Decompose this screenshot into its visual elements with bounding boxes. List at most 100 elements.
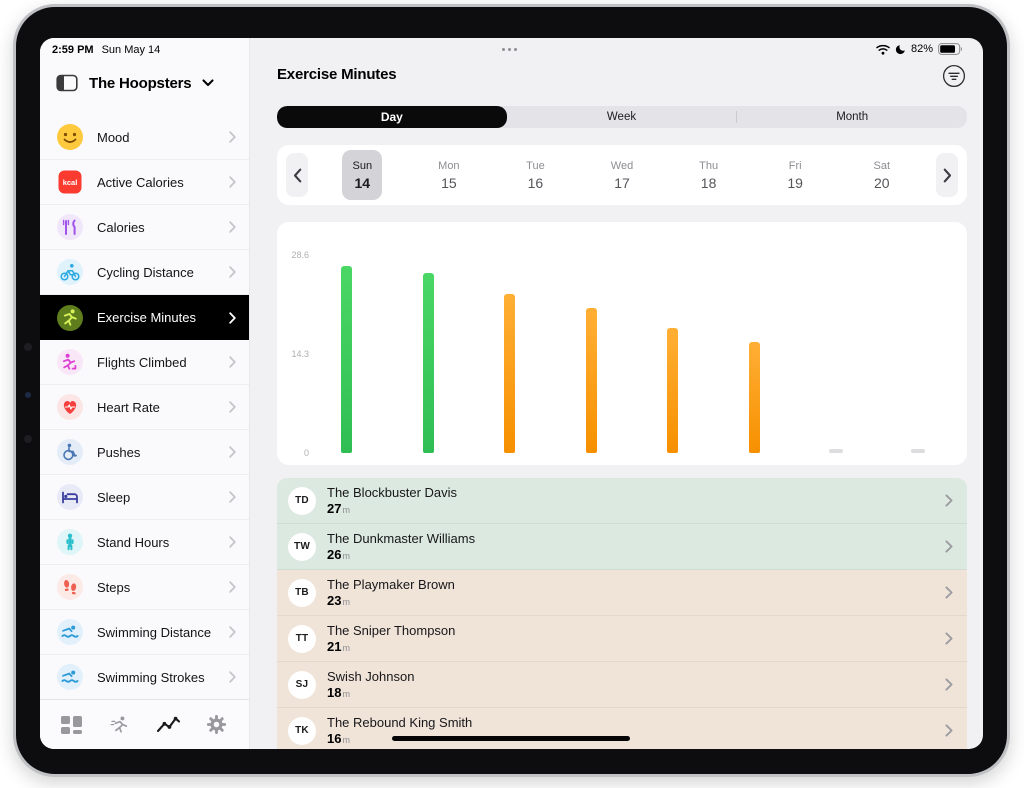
sidebar-item-sleep[interactable]: Sleep: [40, 475, 249, 520]
tab-month[interactable]: Month: [836, 111, 869, 123]
sidebar-item-label: Steps: [97, 579, 131, 595]
exercise-minutes-icon: [55, 303, 85, 333]
sidebar-item-exercise-minutes[interactable]: Exercise Minutes: [40, 295, 249, 340]
flights-climbed-icon: [55, 347, 85, 377]
heart-rate-icon: [55, 392, 85, 422]
bar-the-playmaker-brown[interactable]: [504, 294, 516, 453]
sidebar-item-steps[interactable]: Steps: [40, 565, 249, 610]
trends-chart-icon: [156, 714, 181, 735]
no-data-placeholder: [829, 449, 844, 453]
swimming-strokes-icon: [55, 662, 85, 692]
filter-button[interactable]: [941, 63, 967, 89]
statusbar-datetime: 2:59 PM Sun May 14: [52, 44, 160, 56]
previous-week-button[interactable]: [286, 153, 308, 197]
day-sun-14[interactable]: Sun 14: [319, 145, 406, 205]
bar-swish-johnson[interactable]: [667, 328, 679, 453]
chevron-left-icon: [293, 168, 301, 182]
sidebar-item-mood[interactable]: Mood: [40, 115, 249, 160]
filter-lines-icon: [942, 64, 966, 88]
battery-icon: [938, 43, 963, 55]
chevron-right-icon: [229, 581, 236, 593]
chevron-right-icon: [945, 540, 953, 553]
day-number: 15: [441, 174, 457, 191]
day-sat-20[interactable]: Sat 20: [838, 145, 925, 205]
do-not-disturb-moon-icon: [895, 44, 906, 55]
day-chip: Sat 20: [862, 150, 902, 200]
sidebar-item-label: Pushes: [97, 444, 141, 460]
next-week-button[interactable]: [936, 153, 958, 197]
sidebar-item-label: Sleep: [97, 489, 131, 505]
team-name[interactable]: The Hoopsters: [89, 74, 192, 92]
avatar: TB: [288, 578, 316, 607]
day-tue-16[interactable]: Tue 16: [492, 145, 579, 205]
member-value-unit: m: [342, 735, 350, 745]
day-number: 18: [700, 174, 717, 191]
day-thu-18[interactable]: Thu 18: [665, 145, 752, 205]
sidebar-item-stand-hours[interactable]: Stand Hours: [40, 520, 249, 565]
chevron-right-icon: [943, 168, 951, 182]
calories-icon: [55, 212, 85, 242]
team-member-ranking-list: TD The Blockbuster Davis 27m TW The Dunkmast…: [277, 478, 967, 749]
chevron-right-icon: [229, 626, 236, 638]
day-chip: Thu 18: [689, 150, 729, 200]
sidebar-item-flights-climbed[interactable]: Flights Climbed: [40, 340, 249, 385]
sidebar: The Hoopsters Mood kcal Active Calories Cal…: [40, 38, 250, 749]
sidebar-toggle-icon[interactable]: [56, 74, 78, 92]
statusbar-time: 2:59 PM: [52, 44, 94, 56]
sidebar-item-calories[interactable]: Calories: [40, 205, 249, 250]
member-info: The Rebound King Smith 16m: [327, 715, 945, 746]
chevron-down-icon[interactable]: [202, 79, 214, 87]
sidebar-item-label: Active Calories: [97, 174, 184, 190]
bar-the-sniper-thompson[interactable]: [585, 308, 597, 453]
sleep-icon: [55, 482, 85, 512]
day-fri-19[interactable]: Fri 19: [752, 145, 839, 205]
tab-trends-chart[interactable]: [151, 707, 187, 743]
settings-gear-icon: [206, 714, 227, 735]
date-strip: Sun 14 Mon 15 Tue 16 Wed 17 Thu 18 Fri 19 Sat 20: [277, 145, 967, 205]
chevron-right-icon: [229, 536, 236, 548]
member-row-the-sniper-thompson[interactable]: TT The Sniper Thompson 21m: [277, 616, 967, 662]
bar-the-blockbuster-davis[interactable]: [341, 266, 352, 453]
member-value: 27m: [327, 501, 350, 516]
sidebar-item-swimming-strokes[interactable]: Swimming Strokes: [40, 655, 249, 699]
bar-the-dunkmaster-williams[interactable]: [422, 273, 434, 453]
swimming-distance-icon: [55, 617, 85, 647]
member-row-the-dunkmaster-williams[interactable]: TW The Dunkmaster Williams 26m: [277, 524, 967, 570]
member-info: The Sniper Thompson 21m: [327, 623, 945, 654]
battery-percent: 82%: [910, 43, 933, 55]
weekday-label: Wed: [610, 159, 634, 172]
ipad-bezel: 2:59 PM Sun May 14 The Hoopsters Mood kcal…: [13, 4, 1010, 777]
chevron-right-icon: [229, 671, 236, 683]
member-row-swish-johnson[interactable]: SJ Swish Johnson 18m: [277, 662, 967, 708]
sidebar-item-active-calories[interactable]: kcal Active Calories: [40, 160, 249, 205]
tab-day[interactable]: Day: [277, 106, 507, 128]
sidebar-item-cycling-distance[interactable]: Cycling Distance: [40, 250, 249, 295]
y-axis-tick-label: 0: [303, 448, 309, 458]
chevron-right-icon: [945, 724, 953, 737]
member-row-the-playmaker-brown[interactable]: TB The Playmaker Brown 23m: [277, 570, 967, 616]
sidebar-item-pushes[interactable]: Pushes: [40, 430, 249, 475]
tab-settings-gear[interactable]: [199, 707, 235, 743]
avatar: TT: [288, 624, 316, 653]
day-wed-17[interactable]: Wed 17: [579, 145, 666, 205]
day-mon-15[interactable]: Mon 15: [406, 145, 493, 205]
avatar: SJ: [288, 670, 316, 699]
chevron-right-icon: [229, 131, 236, 143]
weekday-label: Sun: [352, 159, 373, 172]
multitasking-dots[interactable]: [502, 48, 517, 51]
steps-icon: [55, 572, 85, 602]
tab-activity-runner[interactable]: [102, 707, 138, 743]
member-row-the-rebound-king-smith[interactable]: TK The Rebound King Smith 16m: [277, 708, 967, 749]
period-segmented-control: Day Week Month: [277, 106, 967, 128]
chevron-right-icon: [229, 221, 236, 233]
bar-the-rebound-king-smith[interactable]: [749, 342, 760, 453]
member-row-the-blockbuster-davis[interactable]: TD The Blockbuster Davis 27m: [277, 478, 967, 524]
home-indicator[interactable]: [392, 736, 630, 741]
tab-dashboard-grid[interactable]: [54, 707, 90, 743]
member-value-unit: m: [342, 505, 350, 515]
sidebar-item-label: Mood: [97, 129, 130, 145]
bottom-tab-bar: [40, 699, 249, 749]
sidebar-item-heart-rate[interactable]: Heart Rate: [40, 385, 249, 430]
tab-week[interactable]: Week: [606, 111, 637, 123]
sidebar-item-swimming-distance[interactable]: Swimming Distance: [40, 610, 249, 655]
